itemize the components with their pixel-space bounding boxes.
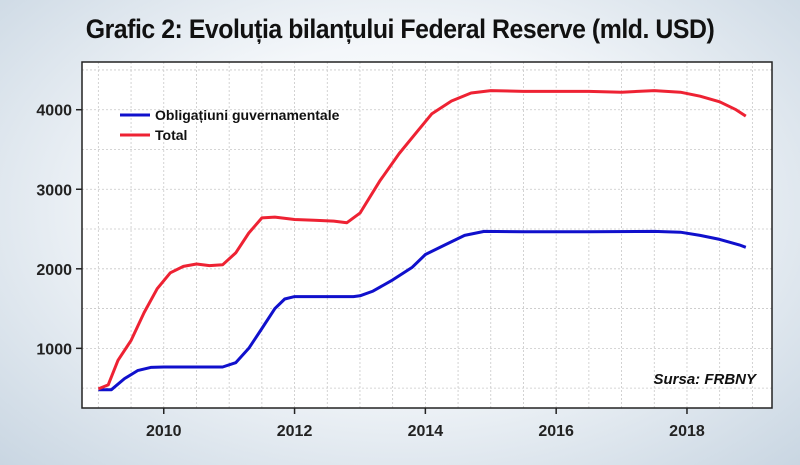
- y-tick-label: 3000: [36, 182, 72, 199]
- x-tick-label: 2010: [146, 423, 182, 440]
- legend-label-obligatiuni: Obligațiuni guvernamentale: [155, 107, 340, 123]
- legend: Obligațiuni guvernamentale Total: [120, 107, 340, 143]
- axis-ticks: 1000 2000 3000 4000 2010 2012 2014 2016 2018: [36, 103, 704, 440]
- series-layer: [97, 89, 747, 392]
- plot-frame: [81, 61, 773, 409]
- series-line-total: [97, 89, 747, 391]
- y-tick-label: 2000: [36, 262, 72, 279]
- y-tick-label: 1000: [36, 341, 72, 358]
- y-tick-label: 4000: [36, 103, 72, 120]
- series-line-obligatiuni: [98, 229, 747, 392]
- x-tick-label: 2016: [538, 423, 574, 440]
- x-tick-label: 2018: [669, 423, 705, 440]
- chart-title: Grafic 2: Evoluția bilanțului Federal Re…: [85, 14, 715, 44]
- x-tick-label: 2014: [408, 423, 444, 440]
- legend-label-total: Total: [155, 127, 187, 143]
- x-tick-label: 2012: [277, 423, 313, 440]
- source-note: Sursa: FRBNY: [653, 371, 758, 388]
